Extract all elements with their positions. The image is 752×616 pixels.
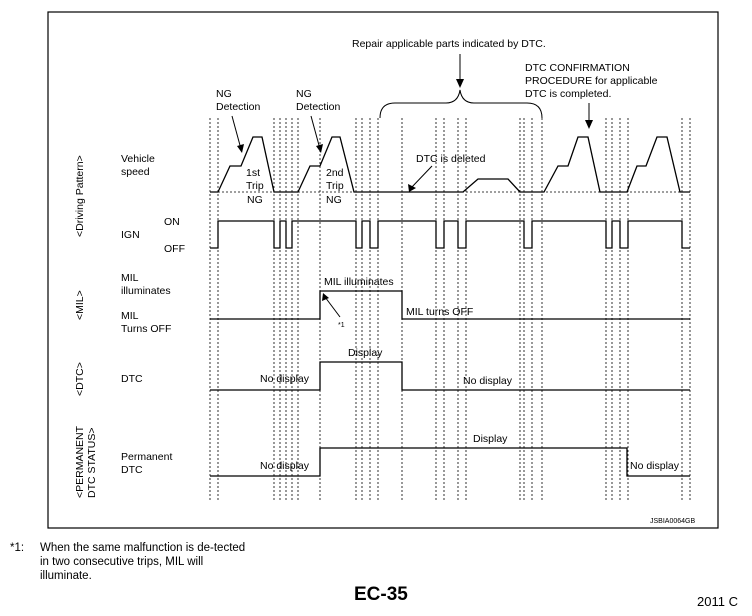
section-mil: <MIL> bbox=[74, 290, 86, 320]
row-mil-illuminates-line2: illuminates bbox=[121, 285, 171, 297]
dtc-confirmation-line3: DTC is completed. bbox=[525, 88, 611, 100]
trip1-line3: NG bbox=[247, 194, 263, 206]
perm-no-display-2: No display bbox=[630, 460, 680, 472]
mil-turns-off-label: MIL turns OFF bbox=[406, 306, 473, 318]
repair-label: Repair applicable parts indicated by DTC… bbox=[352, 38, 546, 50]
star1-label: *1 bbox=[338, 322, 345, 329]
year-fragment: 2011 C bbox=[697, 594, 738, 609]
row-mil-turns-off-line2: Turns OFF bbox=[121, 323, 171, 335]
trip1-line2: Trip bbox=[246, 180, 264, 192]
row-mil-illuminates-line1: MIL bbox=[121, 272, 139, 284]
figure-code: JSBIA0064GB bbox=[650, 518, 695, 525]
section-permanent-line1: <PERMANENT bbox=[74, 425, 86, 498]
ng-detection-2-line2: Detection bbox=[296, 101, 341, 113]
perm-no-display-1: No display bbox=[260, 460, 310, 472]
section-permanent-line2: DTC STATUS> bbox=[86, 428, 98, 499]
ign-trace bbox=[210, 220, 690, 249]
confirmation-arrow-head bbox=[585, 120, 593, 129]
row-ign-on: ON bbox=[164, 216, 180, 228]
section-dtc: <DTC> bbox=[74, 362, 86, 396]
permanent-dtc-trace bbox=[210, 447, 690, 477]
star1-arrow-head bbox=[322, 293, 329, 301]
dtc-no-display-2: No display bbox=[463, 375, 513, 387]
trip1-line1: 1st bbox=[246, 167, 260, 179]
diagram-frame bbox=[47, 11, 719, 529]
row-ign: IGN bbox=[121, 229, 140, 241]
footnote-text: When the same malfunction is de-tected i… bbox=[40, 542, 246, 582]
perm-display: Display bbox=[473, 433, 508, 445]
star1-arrow bbox=[324, 296, 341, 318]
row-vehicle-speed-line1: Vehicle bbox=[121, 153, 155, 165]
row-ign-off: OFF bbox=[164, 243, 185, 255]
row-dtc: DTC bbox=[121, 373, 143, 385]
footnote-mark: *1: bbox=[10, 542, 25, 554]
row-mil-turns-off-line1: MIL bbox=[121, 310, 139, 322]
page-number: EC-35 bbox=[354, 584, 408, 605]
dtc-confirmation-line2: PROCEDURE for applicable bbox=[525, 75, 658, 87]
ng-detection-1-line1: NG bbox=[216, 88, 232, 100]
row-permanent-dtc-line2: DTC bbox=[121, 464, 143, 476]
mil-illuminates-label: MIL illuminates bbox=[324, 276, 394, 288]
dtc-display: Display bbox=[348, 347, 383, 359]
dtc-confirmation-line1: DTC CONFIRMATION bbox=[525, 62, 630, 74]
dtc-deleted-label: DTC is deleted bbox=[416, 153, 486, 165]
dtc-trace bbox=[210, 361, 690, 391]
trip2-line3: NG bbox=[326, 194, 342, 206]
row-vehicle-speed-line2: speed bbox=[121, 166, 150, 178]
repair-brace bbox=[379, 89, 543, 119]
ng-arrow-2-head bbox=[316, 144, 323, 153]
vehicle-speed-trace bbox=[210, 136, 690, 193]
dtc-no-display-1: No display bbox=[260, 373, 310, 385]
trip2-line1: 2nd bbox=[326, 167, 344, 179]
ng-arrow-1-head bbox=[237, 144, 244, 153]
dtc-deleted-arrow-head bbox=[408, 184, 416, 192]
row-permanent-dtc-line1: Permanent bbox=[121, 451, 172, 463]
dtc-deleted-arrow bbox=[410, 165, 433, 189]
repair-arrow-head bbox=[456, 79, 464, 88]
trip2-line2: Trip bbox=[326, 180, 344, 192]
ng-detection-2-line1: NG bbox=[296, 88, 312, 100]
ng-arrow-1 bbox=[231, 115, 242, 150]
ng-arrow-2 bbox=[310, 115, 321, 150]
section-driving-pattern: <Driving Pattern> bbox=[74, 155, 86, 237]
ng-detection-1-line2: Detection bbox=[216, 101, 261, 113]
mil-trace bbox=[210, 290, 690, 320]
